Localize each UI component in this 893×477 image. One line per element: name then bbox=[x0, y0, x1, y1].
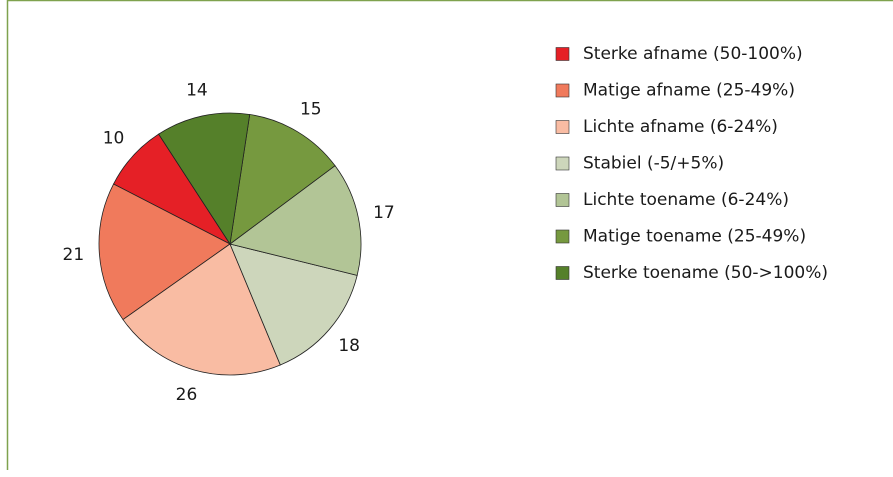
legend-label: Sterke afname (50-100%) bbox=[583, 44, 803, 64]
legend-label: Matige afname (25-49%) bbox=[583, 81, 795, 101]
legend-swatch bbox=[555, 120, 570, 134]
slice-label: 26 bbox=[176, 385, 198, 405]
slice-label: 14 bbox=[186, 81, 208, 101]
pie-slice bbox=[229, 165, 362, 276]
slice-label: 17 bbox=[373, 203, 395, 223]
legend-label: Sterke toename (50->100%) bbox=[583, 263, 828, 283]
pie-slice bbox=[229, 114, 336, 245]
legend-swatch bbox=[555, 83, 570, 98]
slice-label: 21 bbox=[63, 245, 85, 265]
slice-label: 15 bbox=[300, 99, 322, 119]
pie-slice bbox=[98, 183, 231, 321]
slice-label: 18 bbox=[338, 336, 360, 356]
pie-slice bbox=[158, 112, 251, 246]
legend-swatch bbox=[555, 47, 570, 61]
legend-label: Matige toename (25-49%) bbox=[583, 227, 806, 247]
legend-swatch bbox=[555, 266, 570, 280]
legend-swatch bbox=[555, 156, 570, 171]
slice-label: 10 bbox=[103, 129, 125, 149]
legend-label: Lichte afname (6-24%) bbox=[583, 117, 778, 137]
pie-slice bbox=[122, 243, 281, 376]
legend-label: Stabiel (-5/+5%) bbox=[583, 154, 724, 174]
legend-swatch bbox=[555, 193, 570, 207]
legend-swatch bbox=[555, 229, 570, 244]
legend-label: Lichte toename (6-24%) bbox=[583, 190, 789, 210]
pie-slice bbox=[229, 243, 358, 366]
